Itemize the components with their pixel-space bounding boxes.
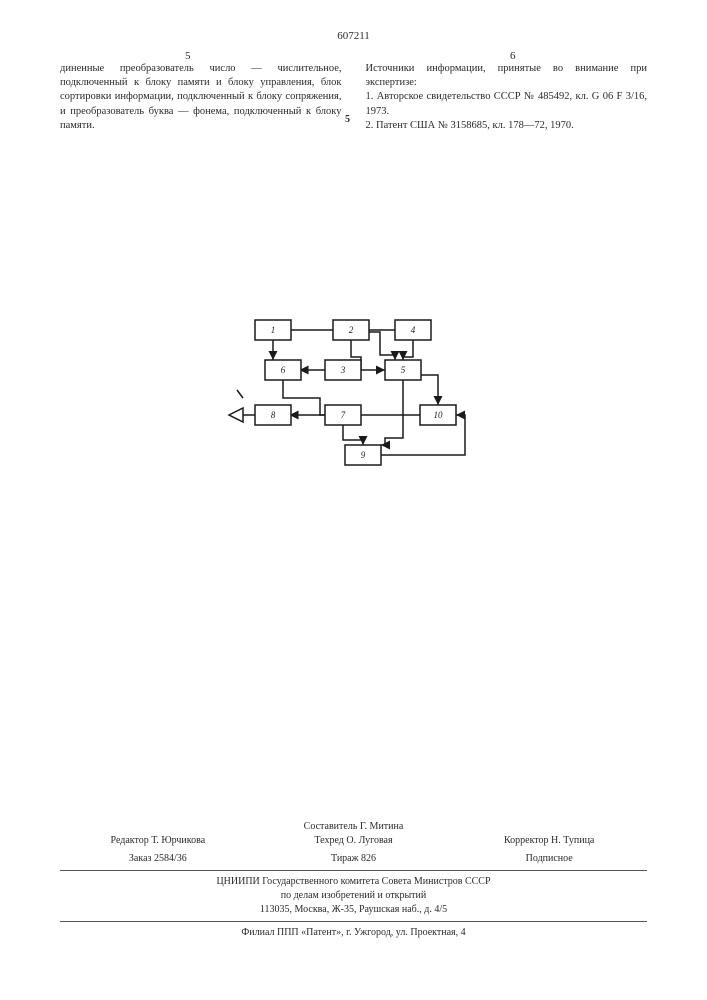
column-number-right: 6 [510,50,516,62]
footer-rule-1 [60,870,647,871]
block-diagram: 1 2 4 6 3 5 8 7 10 9 [225,310,485,490]
org-line-2: по делам изобретений и открытий [60,889,647,903]
svg-text:8: 8 [271,410,276,420]
ref-2: 2. Патент США № 3158685, кл. 178—72, 197… [366,119,648,133]
footer: Составитель Г. Митина Редактор Т. Юрчико… [60,820,647,940]
left-text: диненные преобразователь число — числите… [60,63,342,131]
footer-rule-2 [60,921,647,922]
corrector: Корректор Н. Тупица [451,834,647,848]
svg-text:10: 10 [434,410,444,420]
text-columns: диненные преобразователь число — числите… [60,62,647,133]
svg-text:7: 7 [341,410,346,420]
order: Заказ 2584/36 [60,852,256,866]
right-column: Источники информации, принятые во вниман… [366,62,648,133]
address-2: Филиал ППП «Патент», г. Ужгород, ул. Про… [60,926,647,940]
refs-intro: Источники информации, принятые во вниман… [366,62,648,90]
svg-text:4: 4 [411,325,416,335]
order-row: Заказ 2584/36 Тираж 826 Подписное [60,852,647,866]
ref-1: 1. Авторское свидетельство СССР № 485492… [366,90,648,118]
subscription: Подписное [451,852,647,866]
editor: Редактор Т. Юрчикова [60,834,256,848]
org-line-1: ЦНИИПИ Государственного комитета Совета … [60,875,647,889]
diagram-svg: 1 2 4 6 3 5 8 7 10 9 [225,310,485,490]
tirazh: Тираж 826 [256,852,452,866]
address-1: 113035, Москва, Ж-35, Раушская наб., д. … [60,903,647,917]
svg-text:1: 1 [271,325,276,335]
svg-text:3: 3 [340,365,346,375]
line-marker-5: 5 [345,114,350,125]
svg-text:6: 6 [281,365,286,375]
compiler-line: Составитель Г. Митина [60,820,647,834]
svg-text:5: 5 [401,365,406,375]
left-column: диненные преобразователь число — числите… [60,62,342,133]
credits-row: Редактор Т. Юрчикова Техред О. Луговая К… [60,834,647,848]
column-number-left: 5 [185,50,191,62]
svg-text:2: 2 [349,325,354,335]
svg-text:9: 9 [361,450,366,460]
doc-number: 607211 [337,30,370,42]
techred: Техред О. Луговая [256,834,452,848]
